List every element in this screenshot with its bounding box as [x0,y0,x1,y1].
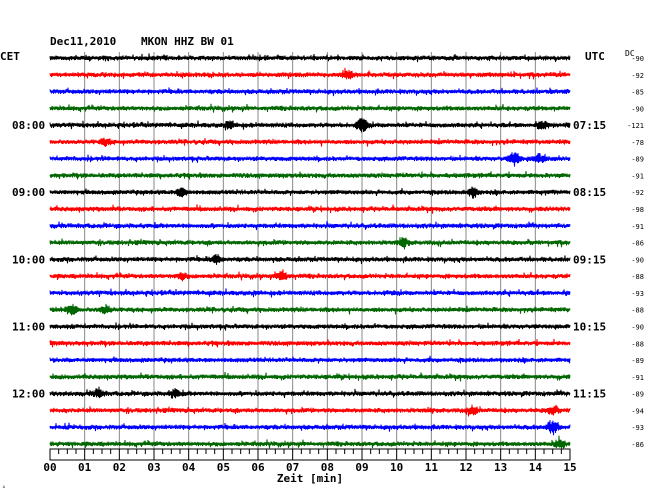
seismic-trace [49,171,571,180]
seismic-trace [49,372,571,382]
seismic-trace [49,221,571,231]
cet-time-labels: 08:00 09:00 10:00 11:00 12:00 [12,119,45,400]
dc-offset-value: -92 [631,189,644,197]
seismic-trace [49,237,571,250]
seismic-traces [49,53,571,449]
dc-offset-value: -89 [631,357,644,365]
x-tick-label: 00 [43,461,56,474]
seismic-trace [49,288,571,298]
x-tick-label: 01 [78,461,92,474]
seismic-trace [49,137,571,147]
seismic-trace [49,386,571,399]
dc-offset-values: -90 -92 -85 -90 -121 -78 -89 -91 -92 -98 -91 -86 -90… [627,55,644,449]
corner-mark: ᴬ [2,485,6,492]
x-tick-label: 07 [286,461,299,474]
seismic-trace [49,420,571,436]
dc-offset-value: -98 [631,206,644,214]
dc-offset-value: -78 [631,139,644,147]
x-axis-title: Zeit [min] [277,472,343,485]
date-label: Dec11,2010 [50,35,116,48]
dc-offset-value: -88 [631,340,644,348]
dc-offset-value: -91 [631,223,644,231]
cet-time-label: 12:00 [12,388,45,401]
dc-offset-value: -93 [631,424,644,432]
x-tick-label: 10 [390,461,403,474]
utc-time-label: 10:15 [573,320,606,333]
cet-time-label: 10:00 [12,253,45,266]
seismic-trace [49,186,571,199]
dc-offset-value: -90 [631,105,644,113]
utc-time-labels: 07:15 08:15 09:15 10:15 11:15 [573,119,606,400]
x-tick-label: 09 [355,461,368,474]
utc-zone-label: UTC [585,50,605,63]
x-tick-label: 14 [529,461,543,474]
dc-offset-value: -90 [631,256,644,264]
x-tick-label: 02 [113,461,126,474]
seismic-trace [49,269,571,282]
utc-time-label: 07:15 [573,119,606,132]
seismic-trace [49,87,571,97]
dc-offset-value: -121 [627,122,644,130]
dc-offset-value: -91 [631,172,644,180]
dc-offset-value: -91 [631,374,644,382]
dc-offset-value: -86 [631,240,644,248]
cet-zone-label: CET [0,50,20,63]
seismic-trace [49,355,571,364]
seismic-trace [49,254,571,265]
cet-time-label: 09:00 [12,186,45,199]
dc-offset-value: -88 [631,307,644,315]
time-axis-labels: 00 01 02 03 04 05 06 07 08 09 10 11 12 13 14 15 [43,461,576,474]
utc-time-label: 08:15 [573,186,606,199]
cet-time-label: 08:00 [12,119,45,132]
seismic-trace [49,303,571,316]
dc-offset-value: -92 [631,72,644,80]
x-tick-label: 15 [563,461,576,474]
dc-offset-value: -89 [631,156,644,164]
seismic-trace [49,404,571,417]
dc-offset-value: -93 [631,290,644,298]
x-tick-label: 04 [182,461,196,474]
dc-offset-value: -90 [631,55,644,63]
x-tick-label: 08 [321,461,334,474]
cet-time-label: 11:00 [12,320,45,333]
dc-offset-value: -94 [631,407,644,415]
seismic-trace [49,204,571,214]
dc-label: DC [625,49,635,58]
seismic-trace [49,152,571,167]
station-channel-label: MKON HHZ BW 01 [141,35,234,48]
dc-offset-value: -89 [631,391,644,399]
dc-offset-value: -88 [631,273,644,281]
seismic-trace [49,67,571,80]
utc-time-label: 09:15 [573,253,606,266]
x-tick-label: 05 [217,461,230,474]
seismic-trace [49,53,571,63]
x-tick-label: 11 [425,461,439,474]
x-tick-label: 12 [459,461,472,474]
seismic-trace [49,117,571,133]
seismic-trace [49,322,571,331]
utc-time-label: 11:15 [573,388,606,401]
dc-offset-value: -85 [631,89,644,97]
x-tick-label: 06 [251,461,265,474]
x-tick-label: 13 [494,461,507,474]
dc-offset-value: -86 [631,441,644,449]
seismic-trace [49,338,571,348]
dc-offset-value: -90 [631,323,644,331]
minute-gridlines [84,52,536,449]
seismic-trace [49,103,571,113]
time-axis-ticks [49,449,571,460]
x-tick-label: 03 [147,461,160,474]
seismic-trace [49,435,571,449]
